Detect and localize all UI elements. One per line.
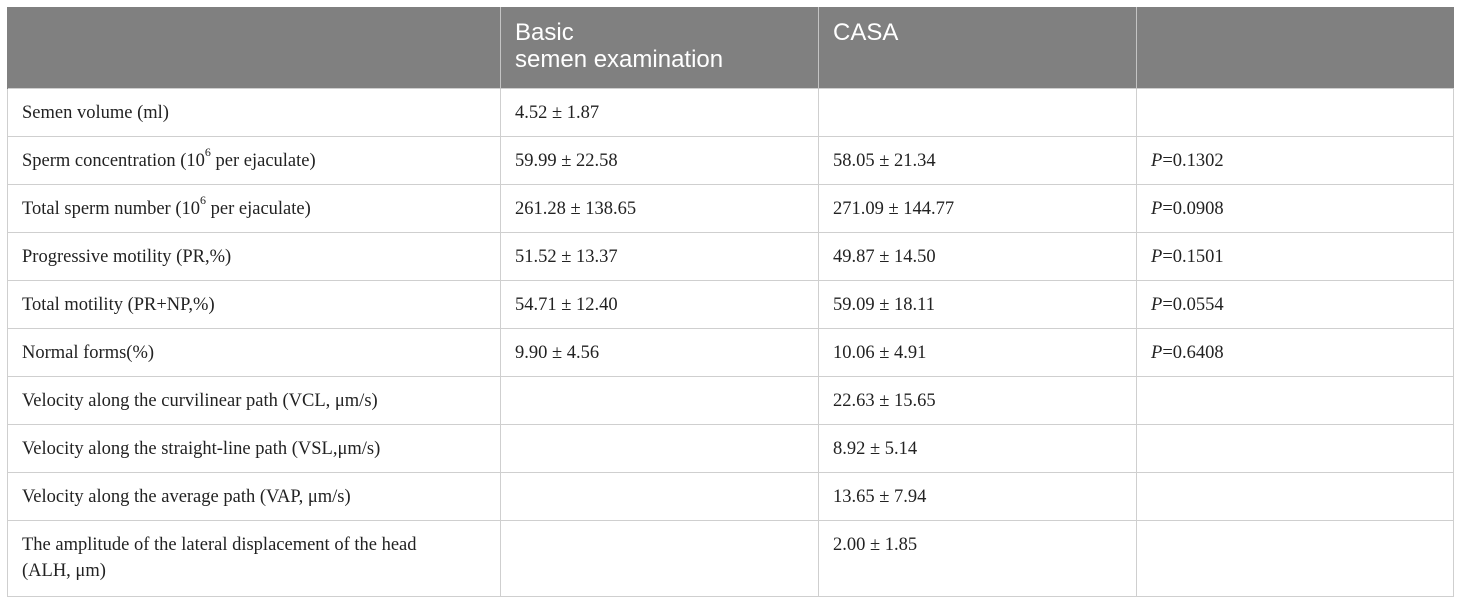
row-label: Progressive motility (PR,%) — [7, 231, 501, 281]
header-casa: CASA — [818, 7, 1137, 88]
p-value: P=0.1501 — [1136, 231, 1454, 281]
p-value: P=0.6408 — [1136, 327, 1454, 377]
table-row: Sperm concentration (106 per ejaculate) … — [7, 135, 1454, 185]
p-value — [1136, 423, 1454, 473]
basic-value — [500, 423, 819, 473]
table-row: Velocity along the curvilinear path (VCL… — [7, 375, 1454, 425]
basic-value: 9.90 ± 4.56 — [500, 327, 819, 377]
row-label: The amplitude of the lateral displacemen… — [7, 519, 501, 597]
row-label: Semen volume (ml) — [7, 87, 501, 137]
table-row: Velocity along the average path (VAP, μm… — [7, 471, 1454, 521]
header-basic-line1: Basic — [515, 19, 574, 46]
p-value — [1136, 87, 1454, 137]
basic-value — [500, 375, 819, 425]
casa-value: 271.09 ± 144.77 — [818, 183, 1137, 233]
p-value — [1136, 519, 1454, 597]
header-p-value — [1136, 7, 1454, 88]
basic-value: 4.52 ± 1.87 — [500, 87, 819, 137]
table-row: Total sperm number (106 per ejaculate) 2… — [7, 183, 1454, 233]
basic-value: 54.71 ± 12.40 — [500, 279, 819, 329]
basic-value: 59.99 ± 22.58 — [500, 135, 819, 185]
header-basic-line2: semen examination — [515, 46, 724, 73]
row-label: Velocity along the curvilinear path (VCL… — [7, 375, 501, 425]
casa-value: 59.09 ± 18.11 — [818, 279, 1137, 329]
casa-value: 49.87 ± 14.50 — [818, 231, 1137, 281]
table-row: Semen volume (ml) 4.52 ± 1.87 — [7, 87, 1454, 137]
p-value — [1136, 471, 1454, 521]
casa-value: 8.92 ± 5.14 — [818, 423, 1137, 473]
basic-value — [500, 519, 819, 597]
basic-value: 261.28 ± 138.65 — [500, 183, 819, 233]
casa-value: 13.65 ± 7.94 — [818, 471, 1137, 521]
table-row: Velocity along the straight-line path (V… — [7, 423, 1454, 473]
basic-value — [500, 471, 819, 521]
row-label: Total motility (PR+NP,%) — [7, 279, 501, 329]
row-label: Sperm concentration (106 per ejaculate) — [7, 135, 501, 185]
p-value: P=0.0908 — [1136, 183, 1454, 233]
table-row: Normal forms(%) 9.90 ± 4.56 10.06 ± 4.91… — [7, 327, 1454, 377]
basic-value: 51.52 ± 13.37 — [500, 231, 819, 281]
casa-value: 2.00 ± 1.85 — [818, 519, 1137, 597]
p-value — [1136, 375, 1454, 425]
casa-value: 58.05 ± 21.34 — [818, 135, 1137, 185]
header-parameter — [7, 7, 501, 88]
table-row: Total motility (PR+NP,%) 54.71 ± 12.40 5… — [7, 279, 1454, 329]
header-basic: Basic semen examination — [500, 7, 819, 88]
row-label: Total sperm number (106 per ejaculate) — [7, 183, 501, 233]
table-row: Progressive motility (PR,%) 51.52 ± 13.3… — [7, 231, 1454, 281]
row-label: Velocity along the average path (VAP, μm… — [7, 471, 501, 521]
casa-value: 10.06 ± 4.91 — [818, 327, 1137, 377]
results-table: Basic semen examination CASA Semen volume… — [7, 7, 1454, 597]
header-row: Basic semen examination CASA — [7, 7, 1454, 88]
table-row: The amplitude of the lateral displacemen… — [7, 519, 1454, 597]
p-value: P=0.1302 — [1136, 135, 1454, 185]
row-label: Velocity along the straight-line path (V… — [7, 423, 501, 473]
p-value: P=0.0554 — [1136, 279, 1454, 329]
casa-value: 22.63 ± 15.65 — [818, 375, 1137, 425]
row-label: Normal forms(%) — [7, 327, 501, 377]
casa-value — [818, 87, 1137, 137]
